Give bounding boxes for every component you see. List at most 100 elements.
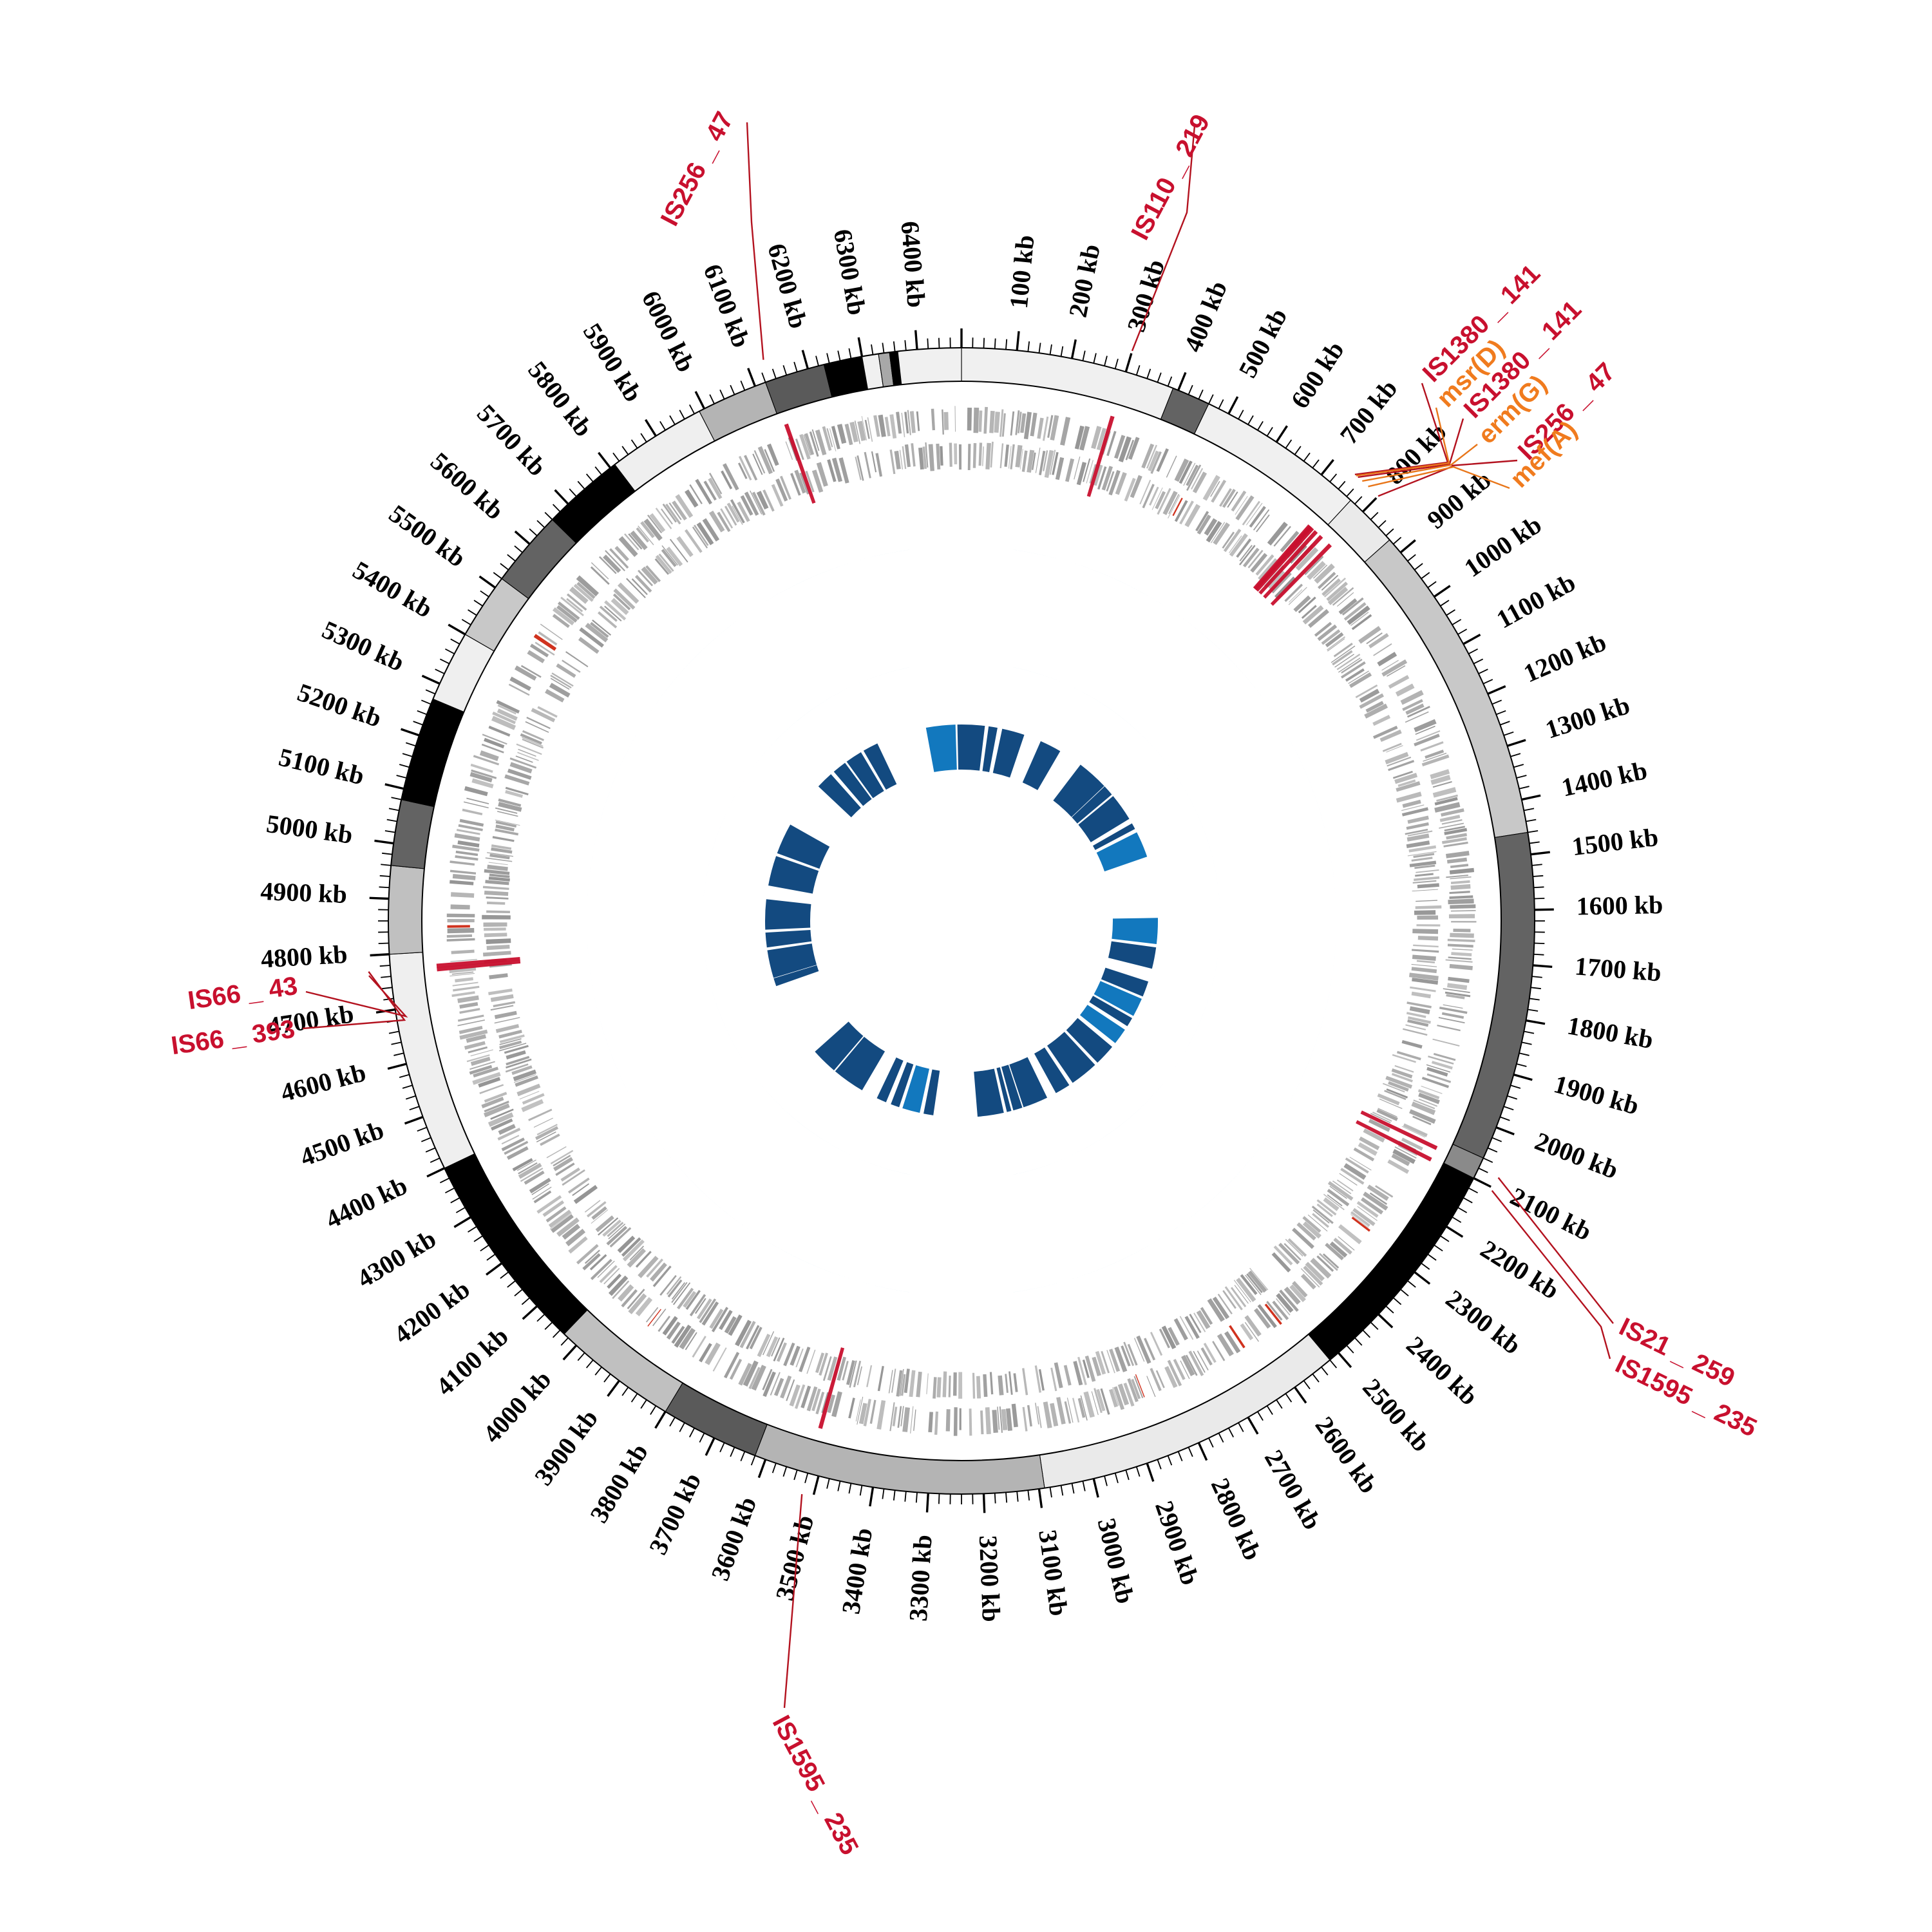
axis-tick-label: 5200 kb [294, 677, 385, 733]
minor-tick [893, 341, 896, 352]
cds-feature [1267, 522, 1288, 546]
cds-feature [789, 1384, 800, 1407]
cds-feature [1431, 1061, 1453, 1070]
cds-feature [490, 1005, 514, 1011]
cds-feature [512, 1158, 533, 1171]
cds-feature [1394, 1146, 1417, 1159]
cds-feature [1278, 1242, 1300, 1265]
axis-ticks [369, 328, 1554, 1513]
gc-skew-track-negative-bar [1260, 695, 1262, 696]
cds-feature [495, 819, 520, 826]
cds-feature [1213, 522, 1230, 545]
cds-feature [838, 457, 849, 484]
gc-skew-track-negative-bar [1209, 640, 1211, 641]
minor-tick [1414, 563, 1423, 571]
minor-tick [552, 1329, 561, 1338]
cds-feature [1338, 1224, 1362, 1245]
gc-skew-track-negative-bar [1253, 685, 1254, 686]
cds-feature [636, 527, 649, 543]
cds-feature [827, 459, 837, 482]
cds-feature [1004, 444, 1009, 467]
cds-feature [1233, 1280, 1251, 1303]
gc-skew-track-negative-bar [749, 1229, 750, 1231]
cds-feature [524, 1170, 545, 1185]
cds-feature [737, 501, 750, 522]
cds-feature [618, 1284, 634, 1302]
cds-feature [505, 1063, 529, 1073]
cds-feature [1008, 446, 1012, 469]
cds-feature [454, 833, 480, 842]
gc-skew-track-negative-bar [1227, 1184, 1229, 1185]
cds-feature [495, 828, 519, 836]
cds-feature [928, 444, 934, 471]
gc-skew-track-negative-bar [702, 1191, 703, 1192]
gc-skew-track-negative-bar [1248, 679, 1249, 681]
cds-feature [732, 506, 743, 526]
gc-skew-track-negative-bar [1239, 668, 1240, 670]
cds-feature [507, 768, 532, 780]
gc-skew-track-negative-bar [1265, 701, 1266, 703]
cds-feature [520, 733, 542, 745]
cds-feature [491, 715, 516, 730]
contig-band [897, 347, 962, 385]
cds-feature [1301, 605, 1317, 620]
gc-skew-track-negative-bar [1206, 636, 1207, 638]
cds-feature [1044, 450, 1054, 478]
cds-feature [459, 1001, 478, 1009]
cds-feature [478, 1077, 501, 1088]
major-tick [1414, 1271, 1431, 1285]
cds-feature [1336, 654, 1361, 670]
cds-feature [949, 442, 952, 467]
contig-band [444, 1153, 588, 1335]
cds-feature [712, 1347, 727, 1372]
axis-tick-label: 4900 kb [260, 876, 348, 909]
cds-feature [495, 824, 515, 831]
gc-skew-track-negative-bar [718, 1206, 719, 1207]
minor-tick [1529, 998, 1540, 1001]
cds-feature [1092, 1356, 1101, 1377]
cds-feature [479, 750, 499, 761]
gc-skew-track-negative-bar [1198, 630, 1200, 631]
cds-feature [694, 1298, 706, 1314]
gc-skew-track-negative-bar [1180, 1224, 1182, 1225]
gc-skew-track-negative-bar [1250, 681, 1251, 683]
cds-feature [1066, 1397, 1074, 1423]
cds-feature [562, 1169, 585, 1186]
cds-feature [599, 1265, 618, 1283]
cds-feature [744, 491, 759, 516]
cds-feature [1271, 1252, 1291, 1273]
cds-feature [1314, 621, 1332, 637]
cds-feature [1168, 493, 1180, 515]
gc-skew-track-negative-bar [677, 1166, 679, 1167]
cds-feature [849, 1360, 857, 1388]
axis-tick-label: 4000 kb [477, 1365, 557, 1448]
cds-feature [692, 1336, 706, 1358]
minor-tick [1516, 1063, 1527, 1067]
gc-skew-track-negative-bar [1189, 623, 1190, 624]
gc-skew-track-negative-bar [663, 1148, 664, 1149]
cds-feature [527, 650, 545, 663]
cds-feature [1082, 1359, 1090, 1378]
cds-feature [674, 1324, 692, 1348]
cds-feature [1416, 924, 1441, 927]
gc-skew-track-negative-bar [1237, 667, 1238, 668]
cds-feature [603, 1267, 620, 1285]
cds-feature [1217, 1333, 1234, 1357]
gc-skew-track-negative-bar [1218, 647, 1219, 649]
gc-skew-track-negative-bar [1240, 670, 1241, 671]
cds-feature [989, 410, 995, 433]
cds-feature [740, 495, 753, 516]
gc-skew-track-negative-bar [1183, 1222, 1184, 1224]
minor-tick [381, 976, 392, 978]
cds-feature [1083, 1391, 1095, 1418]
gc-skew-track-negative-bar [1203, 1207, 1204, 1208]
cds-feature [1148, 450, 1159, 471]
gc-skew-track-negative-bar [1271, 1131, 1273, 1132]
gc-skew-track-negative-bar [1247, 1162, 1249, 1163]
cds-feature [1314, 563, 1335, 584]
cds-feature [1181, 1355, 1195, 1376]
cds-feature [1001, 413, 1006, 437]
cds-feature [764, 449, 775, 472]
gc-skew-track-negative-bar [1260, 1147, 1261, 1148]
cds-feature [857, 455, 864, 481]
